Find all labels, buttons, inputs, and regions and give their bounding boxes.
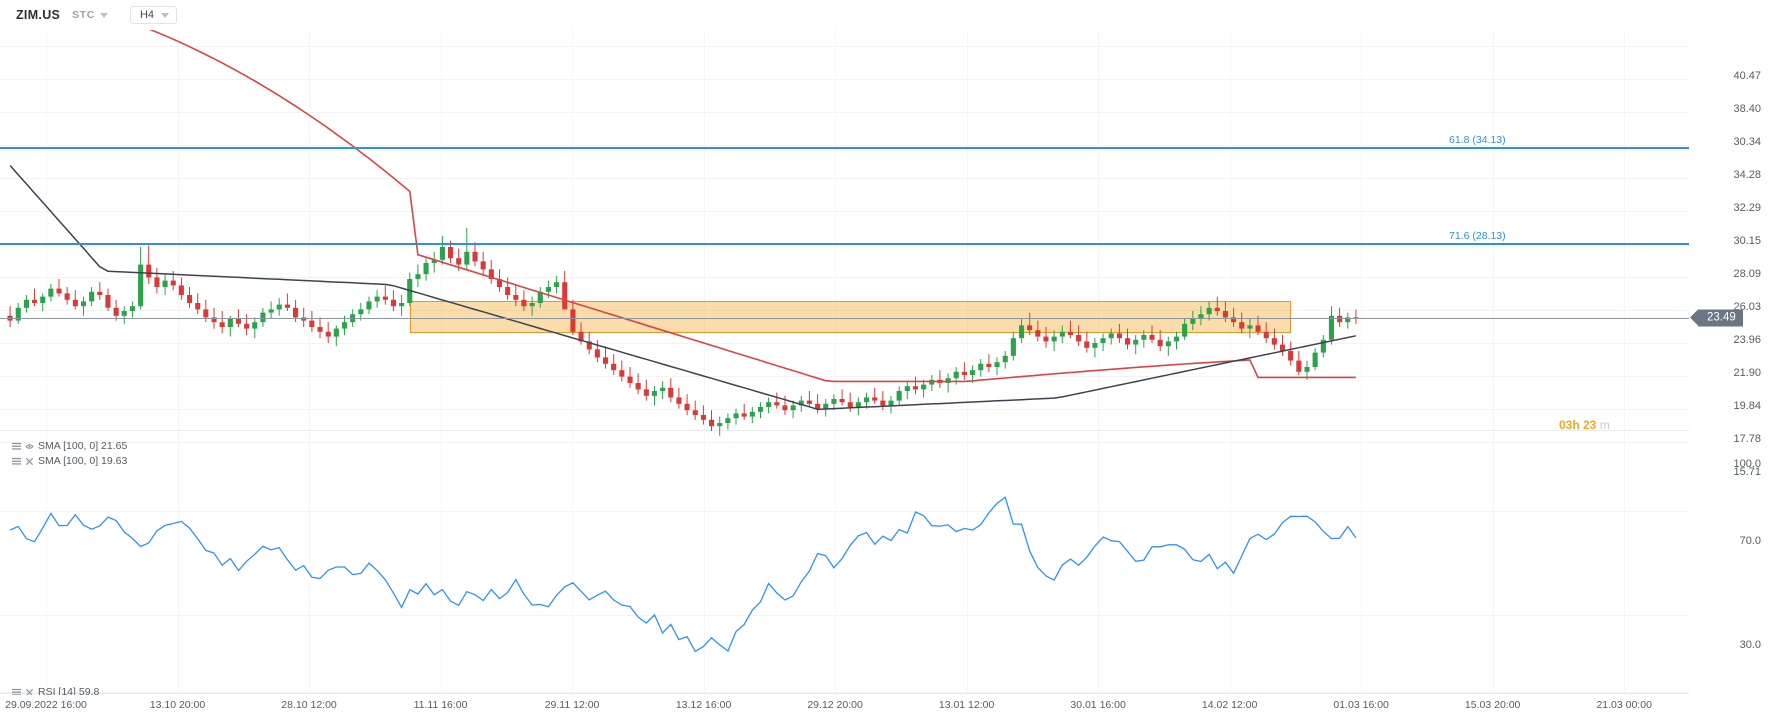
gridline-vertical: [1492, 30, 1494, 692]
price-axis[interactable]: 40.47 38.40 30.34 34.28 32.29 30.15 28.09 26.03…: [1689, 30, 1769, 719]
gridline-vertical: [572, 30, 574, 692]
axis-separator: [0, 693, 1689, 694]
gridline-vertical: [177, 30, 179, 692]
close-icon[interactable]: [25, 688, 34, 697]
gridline-vertical: [440, 30, 442, 692]
eye-icon[interactable]: [25, 442, 34, 451]
price-axis-label: 32.29: [1733, 202, 1761, 214]
gridline-horizontal: [0, 211, 1689, 212]
rsi-axis-label: 100.0: [1733, 458, 1761, 470]
current-price-marker[interactable]: 23.49: [1690, 309, 1743, 327]
rsi-axis-label: 70.0: [1739, 535, 1761, 548]
current-price-line: [0, 317, 1689, 319]
price-axis-label: 30.15: [1733, 235, 1761, 247]
gridline-horizontal: [0, 112, 1689, 113]
gridline-horizontal: [0, 511, 1689, 513]
rsi-series-layer: [9, 496, 1357, 653]
gridline-horizontal: [0, 376, 1689, 377]
time-axis-label: 13.01 12:00: [938, 699, 995, 711]
sma-fast-line: [56, 0, 1356, 383]
price-axis-label: 30.34: [1733, 136, 1761, 148]
gridline-horizontal: [0, 692, 1689, 693]
gridline-horizontal: [0, 145, 1689, 146]
time-axis-label: 21.03 00:00: [1596, 699, 1652, 711]
sma-slow-line: [9, 165, 1357, 411]
time-axis-label: 30.01 16:00: [1070, 699, 1126, 711]
list-icon[interactable]: [12, 688, 21, 697]
price-series-layer: [7, 0, 1359, 436]
countdown-value: 03h 23: [1559, 418, 1597, 433]
gridline-vertical: [309, 30, 311, 692]
supply-zone-rectangle[interactable]: [409, 300, 1291, 333]
time-axis-label: 13.12 16:00: [675, 699, 732, 711]
price-axis-label: 15.71: [1733, 466, 1761, 478]
list-icon[interactable]: [12, 457, 21, 466]
time-axis-label: 29.09.2022 16:00: [5, 699, 87, 711]
time-axis-label: 01.03 16:00: [1333, 699, 1389, 711]
legend-sma-fast-label: SMA [100, 0] 21.65: [38, 440, 128, 452]
gridline-vertical: [835, 30, 837, 692]
time-axis-label: 28.10 12:00: [281, 699, 337, 711]
gridline-vertical: [1624, 30, 1626, 692]
fibonacci-level-label: 71.6 (28.13): [1449, 230, 1506, 243]
price-axis-label: 23.96: [1733, 334, 1761, 346]
timeframe-selector[interactable]: H4: [129, 6, 178, 24]
gridline-vertical: [966, 30, 968, 692]
chevron-down-icon[interactable]: [161, 12, 170, 18]
timeframe-label: H4: [139, 9, 155, 21]
fibonacci-level-label: 61.8 (34.13): [1449, 134, 1506, 147]
chart-header: ZIM.US STC H4: [0, 0, 1769, 30]
bar-countdown-timer: 03h 23 m: [1559, 418, 1610, 432]
price-axis-label: 40.47: [1733, 70, 1761, 82]
fibonacci-level-line[interactable]: [0, 243, 1689, 245]
time-axis-label: 29.11 12:00: [544, 699, 600, 711]
price-axis-label: 21.90: [1733, 367, 1761, 379]
gridline-horizontal: [0, 442, 1689, 443]
time-axis-label: 13.10 20:00: [149, 699, 206, 711]
panel-separator: [0, 430, 1689, 431]
time-axis-label: 11.11 16:00: [413, 699, 468, 711]
price-axis-label: 38.40: [1733, 103, 1761, 115]
gridline-vertical: [703, 30, 705, 692]
gridline-horizontal: [0, 310, 1689, 311]
gridline-horizontal: [0, 614, 1689, 616]
price-axis-label: 28.09: [1733, 268, 1761, 280]
symbol-label[interactable]: ZIM.US: [16, 8, 61, 22]
time-axis-label: 29.12 20:00: [807, 699, 863, 711]
rsi-line: [9, 496, 1357, 653]
legend-sma-slow[interactable]: SMA [100, 0] 19.63: [12, 455, 127, 467]
gridline-horizontal: [0, 46, 1689, 47]
account-type-label[interactable]: STC: [72, 9, 95, 21]
price-axis-label: 19.84: [1733, 400, 1761, 412]
gridline-horizontal: [0, 409, 1689, 410]
gridline-horizontal: [0, 343, 1689, 344]
list-icon[interactable]: [12, 442, 21, 451]
gridline-vertical: [1098, 30, 1100, 692]
gridline-horizontal: [0, 178, 1689, 179]
rsi-axis-label: 30.0: [1739, 638, 1761, 651]
gridline-horizontal: [0, 277, 1689, 278]
legend-sma-fast[interactable]: SMA [100, 0] 21.65: [12, 440, 127, 452]
gridline-vertical: [46, 30, 47, 692]
price-axis-label: 17.78: [1733, 433, 1761, 445]
close-icon[interactable]: [25, 457, 34, 466]
countdown-unit: m: [1599, 418, 1610, 433]
time-axis[interactable]: 29.09.2022 16:00 13.10 20:00 28.10 12:00 11…: [0, 695, 1769, 719]
gridline-vertical: [1361, 30, 1363, 692]
gridline-horizontal: [0, 79, 1689, 80]
time-axis-label: 15.03 20:00: [1464, 699, 1521, 711]
price-axis-label: 34.28: [1733, 169, 1761, 181]
time-axis-label: 14.02 12:00: [1201, 699, 1258, 711]
fibonacci-level-line[interactable]: [0, 147, 1689, 149]
legend-sma-slow-label: SMA [100, 0] 19.63: [38, 455, 128, 467]
chevron-down-icon[interactable]: [99, 12, 108, 18]
